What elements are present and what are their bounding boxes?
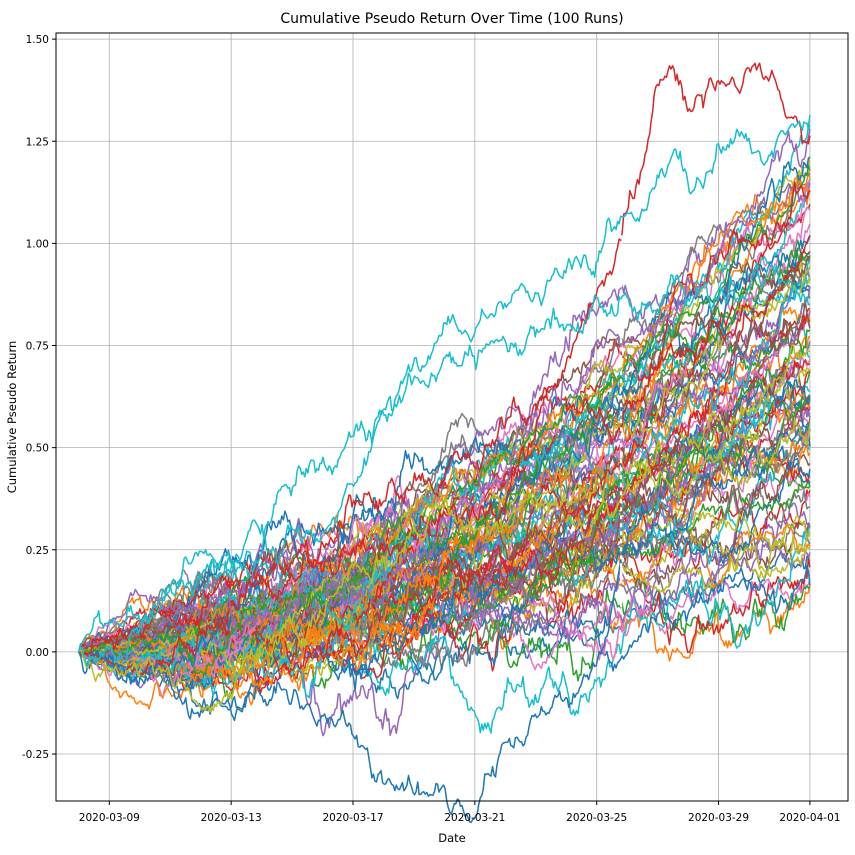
y-tick-label: 0.50 xyxy=(26,443,49,455)
series-line xyxy=(78,261,811,667)
x-axis-label: Date xyxy=(438,831,466,845)
series-line xyxy=(78,179,811,658)
chart-title: Cumulative Pseudo Return Over Time (100 … xyxy=(280,11,623,27)
x-tick-label: 2020-03-21 xyxy=(444,812,505,824)
x-tick-label: 2020-03-25 xyxy=(566,812,627,824)
series-line xyxy=(78,172,811,655)
x-tick-label: 2020-03-09 xyxy=(79,812,140,824)
x-tick-label: 2020-03-29 xyxy=(688,812,749,824)
y-tick-label: 1.50 xyxy=(26,34,49,46)
series-line xyxy=(78,307,811,653)
series-line xyxy=(78,120,811,653)
plot-frame xyxy=(55,32,849,802)
y-tick-label: 0.25 xyxy=(26,545,49,557)
series-line xyxy=(78,418,811,713)
series-line xyxy=(78,249,811,653)
series-layer xyxy=(78,62,811,824)
x-axis: 2020-03-09 2020-03-13 2020-03-17 2020-03-21… xyxy=(79,801,840,824)
series-line xyxy=(78,156,811,683)
x-tick-label: 2020-03-13 xyxy=(201,812,262,824)
series-line xyxy=(78,422,811,824)
series-line xyxy=(78,234,811,675)
series-line xyxy=(78,181,811,676)
y-tick-label: 1.25 xyxy=(26,136,49,148)
y-tick-label: 0.00 xyxy=(26,647,49,659)
y-axis: -0.25 0.00 0.25 0.50 0.75 1.00 1.25 1.50 xyxy=(22,34,56,761)
y-tick-label: 0.75 xyxy=(26,341,49,353)
x-tick-label: 2020-03-17 xyxy=(322,812,383,824)
y-tick-label: 1.00 xyxy=(26,238,49,250)
series-line xyxy=(78,385,810,664)
y-axis-label: Cumulative Pseudo Return xyxy=(5,341,19,494)
x-tick-label: 2020-04-01 xyxy=(779,812,840,824)
series-line xyxy=(78,248,811,660)
y-tick-label: -0.25 xyxy=(22,749,49,761)
series-line xyxy=(78,128,811,653)
series-line xyxy=(78,171,811,710)
